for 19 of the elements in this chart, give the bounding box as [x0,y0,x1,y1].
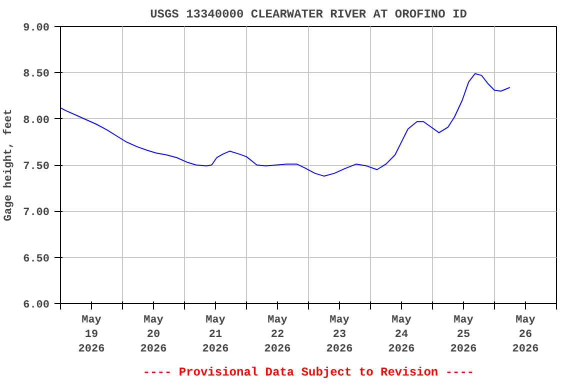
x-tick-label: May 25 2026 [450,314,477,356]
y-tick-label: 8.00 [23,114,50,127]
x-tick-label: May 26 2026 [512,314,539,356]
line-series [60,73,510,177]
y-tick-label: 9.00 [23,22,50,34]
y-axis-title: Gage height, feet [2,108,16,222]
y-tick-label: 8.50 [23,68,50,81]
x-tick-label: May 20 2026 [140,314,167,356]
x-tick-label: May 22 2026 [264,314,291,356]
y-tick-label: 7.00 [23,207,50,220]
x-tick-label: May 21 2026 [202,314,229,356]
x-tick-label: May 19 2026 [78,314,105,356]
x-tick-label: May 23 2026 [326,314,353,356]
x-tick-label: May 24 2026 [388,314,415,356]
y-tick-label: 7.50 [23,161,50,173]
chart-title: USGS 13340000 CLEARWATER RIVER AT OROFINO ID [150,8,467,22]
y-tick-label: 6.50 [23,253,50,266]
text: ---- Provisional Data Subject to Revision ---- [142,366,474,380]
y-tick-label: 6.00 [23,300,50,312]
